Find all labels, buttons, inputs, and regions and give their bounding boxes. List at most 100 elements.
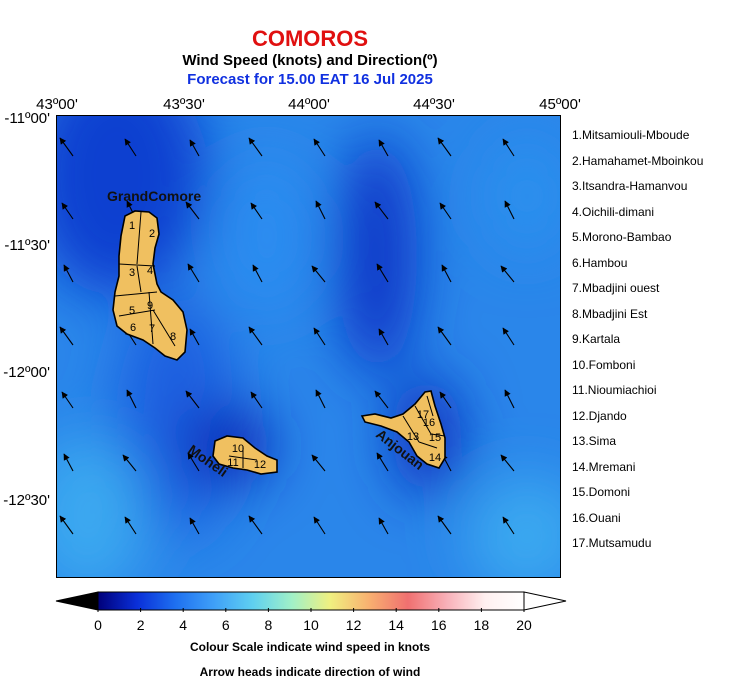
wind-arrow [376, 452, 389, 472]
colorbar-tick-label: 20 [516, 617, 532, 633]
legend-item: 17.Mutsamudu [572, 536, 652, 550]
lon-label-44-00: 44º00' [288, 96, 330, 113]
colour-scale-note: Colour Scale indicate wind speed in knot… [189, 640, 431, 654]
colorbar-tick-label: 16 [431, 617, 447, 633]
wind-arrow [126, 389, 137, 409]
wind-arrow [378, 328, 389, 346]
wind-arrow [313, 516, 326, 535]
legend-item: 3.Itsandra-Hamanvou [572, 179, 688, 193]
legend-item: 14.Mremani [572, 459, 636, 474]
region-number-12: 12 [254, 459, 266, 471]
wind-arrow [187, 452, 200, 472]
grand-comore-boundaries [114, 211, 176, 347]
colorbar-tick-label: 14 [388, 617, 404, 633]
lat-label-12-30: -12º30' [3, 492, 50, 509]
lon-label-44-30: 44º30' [413, 96, 455, 113]
wind-arrow [252, 264, 263, 283]
colorbar-over-triangle [523, 591, 567, 611]
wind-arrow [313, 138, 326, 157]
wind-arrows [59, 137, 515, 535]
grand-comore-island[interactable]: 1 2 3 4 5 6 7 8 9 [112, 210, 188, 361]
wind-arrow [378, 139, 389, 157]
anjouan-land [360, 390, 446, 469]
wind-arrow [122, 454, 137, 472]
arrow-note: Arrow heads indicate direction of wind [199, 665, 421, 679]
colorbar-tick-label: 6 [221, 617, 230, 633]
moheli-island[interactable]: 10 11 12 [212, 435, 278, 475]
wind-arrow [502, 138, 515, 157]
colorbar-tick-label: 2 [136, 617, 145, 633]
legend-item: 6.Hambou [572, 255, 628, 270]
wind-arrow [185, 390, 200, 409]
anjouan-island[interactable]: 13 14 15 16 17 [360, 390, 446, 469]
region-number-17: 17 [417, 409, 429, 421]
region-number-16: 16 [423, 417, 435, 429]
wind-arrow [504, 200, 515, 220]
wind-arrow [248, 515, 263, 535]
wind-arrow [61, 202, 74, 220]
legend-item: 15.Domoni [572, 485, 631, 499]
wind-arrow [248, 137, 263, 157]
region-number-10: 10 [232, 443, 244, 455]
wind-arrow [374, 390, 389, 409]
colorbar-tick-label: 0 [94, 617, 102, 633]
wind-arrow [311, 265, 326, 283]
colorbar-under-triangle [55, 591, 99, 611]
legend-item: 12.Djando [572, 408, 627, 423]
wind-arrow [189, 517, 200, 535]
legend-item: 4.Oichili-dimani [572, 204, 655, 219]
wind-map-canvas: 1 2 3 4 5 6 7 8 9 10 11 12 13 14 15 16 1… [57, 116, 560, 577]
lat-label-11-00: -11º00' [4, 110, 50, 127]
wind-arrow [437, 515, 452, 535]
legend-item: 5.Morono-Bambao [572, 230, 672, 244]
wind-arrow [187, 263, 200, 283]
wind-arrow [63, 453, 74, 472]
colorbar-tick-label: 18 [473, 617, 490, 633]
region-number-1: 1 [129, 220, 135, 232]
wind-arrow [502, 327, 515, 346]
colorbar-bar [97, 591, 525, 611]
region-number-11: 11 [227, 457, 238, 469]
region-number-2: 2 [149, 228, 155, 240]
wind-arrow [189, 328, 200, 346]
legend-item: 2.Hamahamet-Mboinkou [572, 153, 704, 168]
wind-arrow [437, 326, 452, 346]
legend-item: 1.Mitsamiouli-Mboude [572, 128, 690, 142]
wind-arrow [189, 139, 200, 157]
wind-arrow [61, 391, 74, 409]
wind-arrow [504, 389, 515, 409]
region-number-6: 6 [130, 322, 136, 334]
lat-label-12-00: -12º00' [3, 364, 50, 381]
wind-arrow [124, 138, 137, 157]
legend-item: 13.Sima [572, 434, 617, 448]
wind-arrow [500, 265, 515, 283]
wind-arrow [500, 454, 515, 472]
region-number-13: 13 [407, 431, 419, 443]
wind-arrow [124, 516, 137, 535]
wind-arrow [59, 326, 74, 346]
wind-arrow [185, 201, 200, 220]
wind-arrow [315, 200, 326, 220]
wind-map[interactable]: 1 2 3 4 5 6 7 8 9 10 11 12 13 14 15 16 1… [56, 115, 561, 578]
wind-arrow [63, 264, 74, 283]
moheli-boundaries [228, 446, 258, 468]
wind-arrow [374, 201, 389, 220]
region-number-5: 5 [129, 305, 135, 317]
forecast-time: Forecast for 15.00 EAT 16 Jul 2025 [187, 71, 433, 88]
region-number-7: 7 [149, 323, 155, 335]
colorbar [55, 591, 567, 612]
map-title: COMOROS [251, 26, 369, 51]
wind-arrow [250, 202, 263, 220]
legend-item: 10.Fomboni [572, 357, 636, 372]
wind-arrow [378, 517, 389, 535]
lon-label-45-00: 45º00' [539, 96, 581, 113]
wind-arrow [311, 454, 326, 472]
region-number-15: 15 [429, 432, 441, 444]
wind-arrow [59, 515, 74, 535]
wind-arrow [315, 389, 326, 409]
wind-arrow [250, 391, 263, 409]
wind-arrow [59, 137, 74, 157]
moheli-land [212, 435, 278, 475]
anjouan-boundaries [402, 395, 446, 449]
wind-arrow [439, 202, 452, 220]
